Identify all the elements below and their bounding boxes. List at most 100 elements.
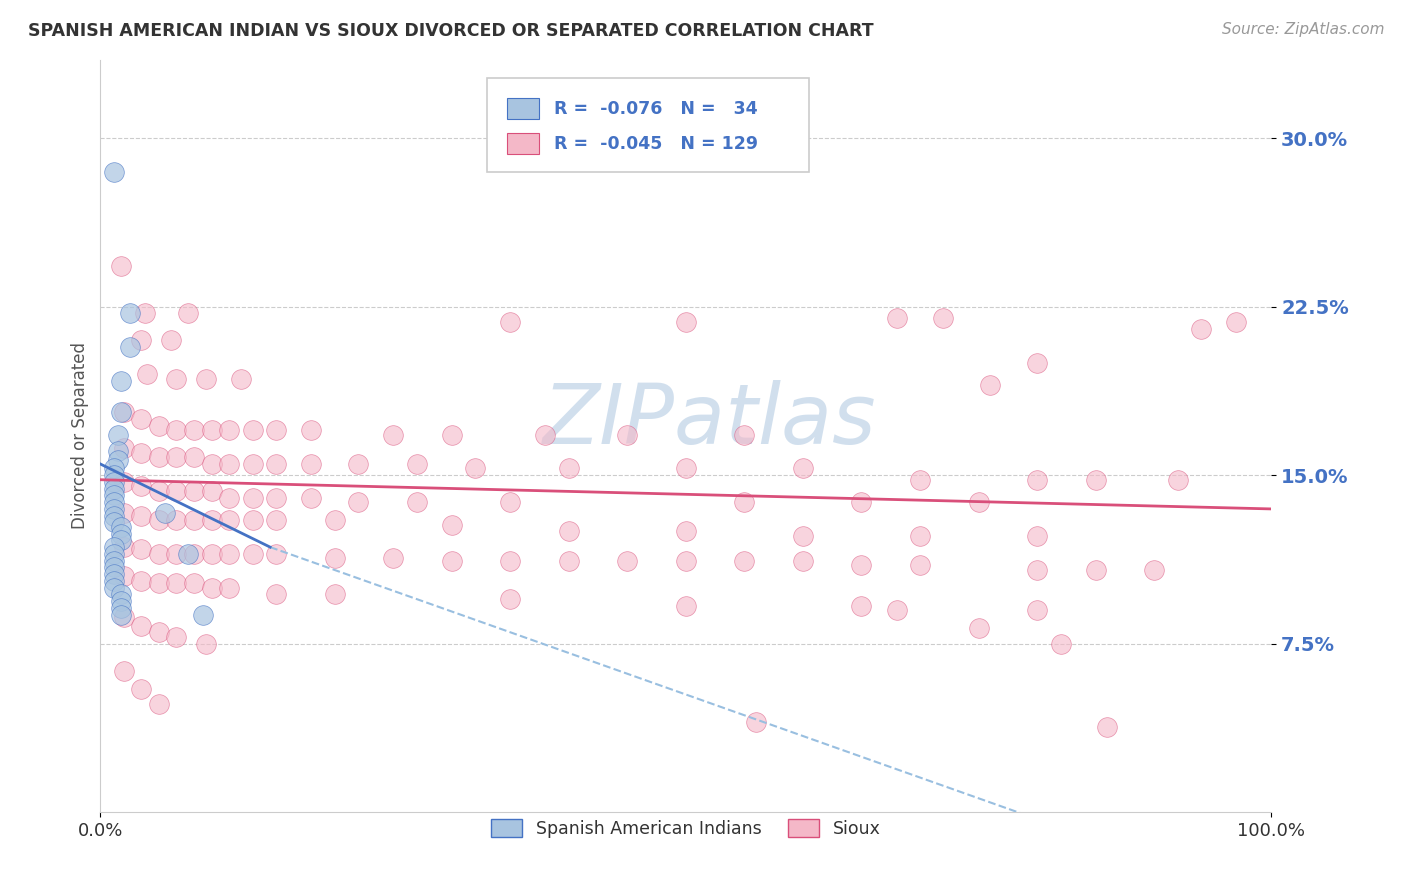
Point [112,540,135,554]
Point [851,558,873,573]
Point [200,457,222,471]
Point [112,569,135,583]
Point [440,517,463,532]
Point [675,461,697,475]
Point [110,533,132,548]
Point [103,560,125,574]
Point [675,553,697,567]
Point [107,427,129,442]
Point [440,427,463,442]
Point [908,529,931,543]
Text: Source: ZipAtlas.com: Source: ZipAtlas.com [1222,22,1385,37]
Point [110,520,132,534]
Point [792,553,814,567]
Point [148,547,170,561]
Point [405,495,427,509]
Point [177,547,200,561]
Point [440,553,463,567]
Point [110,405,132,419]
Point [159,334,181,348]
Point [616,427,638,442]
Text: ZIPatlas: ZIPatlas [543,380,876,461]
Point [932,310,955,325]
Point [200,483,222,498]
Point [299,457,322,471]
Point [242,423,264,437]
Point [166,513,188,527]
Point [382,551,405,566]
Point [242,457,264,471]
Point [110,607,132,622]
Point [148,698,170,712]
Point [112,664,135,678]
Point [967,495,990,509]
Point [218,513,240,527]
Point [264,587,287,601]
Point [177,306,200,320]
Point [200,513,222,527]
FancyBboxPatch shape [486,78,808,172]
Point [103,488,125,502]
Point [1049,637,1071,651]
Point [148,576,170,591]
Point [166,450,188,465]
Y-axis label: Divorced or Separated: Divorced or Separated [72,343,89,530]
Point [112,442,135,456]
Point [194,637,217,651]
Point [1084,473,1107,487]
Point [382,427,405,442]
Point [148,625,170,640]
Point [1167,473,1189,487]
Point [1026,529,1049,543]
Point [103,508,125,523]
Point [193,607,215,622]
Point [967,621,990,635]
Point [107,452,129,467]
Point [1026,603,1049,617]
Legend: Spanish American Indians, Sioux: Spanish American Indians, Sioux [484,813,887,845]
Point [558,461,581,475]
Point [264,547,287,561]
FancyBboxPatch shape [506,134,540,154]
Point [675,315,697,329]
Point [323,513,346,527]
Point [131,542,153,557]
Point [118,306,141,320]
Point [103,495,125,509]
Point [733,553,755,567]
Point [112,475,135,489]
Point [110,594,132,608]
Point [103,482,125,496]
Point [733,427,755,442]
Point [131,508,153,523]
Point [183,513,205,527]
Point [103,475,125,489]
Point [347,495,370,509]
Point [200,581,222,595]
Point [1097,720,1119,734]
Point [979,378,1001,392]
Point [218,457,240,471]
Point [499,591,522,606]
Point [886,310,908,325]
Point [299,491,322,505]
Point [112,405,135,419]
Point [148,513,170,527]
Point [1026,356,1049,370]
Point [107,443,129,458]
Point [323,551,346,566]
Point [499,315,522,329]
Point [103,547,125,561]
Point [103,581,125,595]
Point [264,491,287,505]
Point [148,418,170,433]
Point [131,334,153,348]
Point [616,553,638,567]
Point [218,423,240,437]
Point [110,600,132,615]
Point [464,461,486,475]
Point [131,479,153,493]
Point [200,547,222,561]
Point [745,715,768,730]
Point [851,599,873,613]
